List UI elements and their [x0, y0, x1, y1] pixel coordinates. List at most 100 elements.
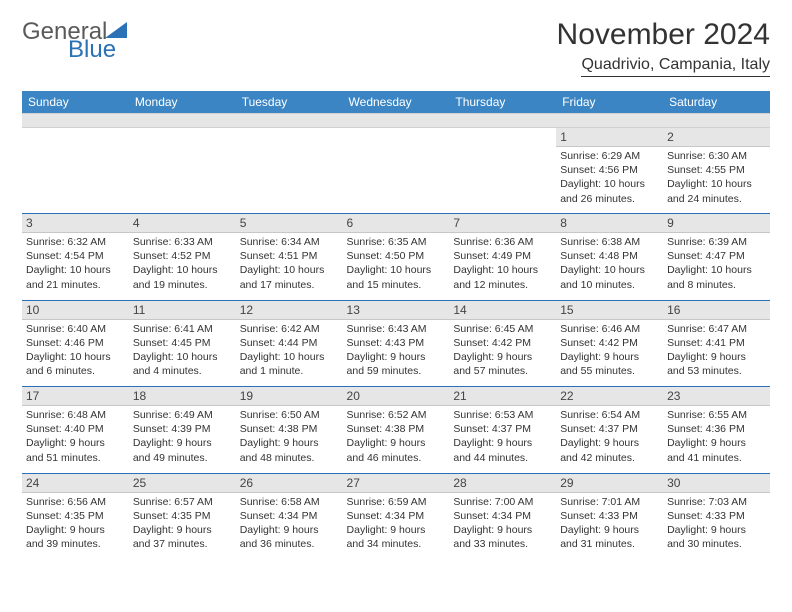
sunset-text: Sunset: 4:47 PM [667, 249, 766, 263]
week-row: 17Sunrise: 6:48 AMSunset: 4:40 PMDayligh… [22, 387, 770, 473]
logo-text-blue: Blue [68, 36, 116, 63]
sunrise-text: Sunrise: 6:50 AM [240, 408, 339, 422]
day-cell [449, 128, 556, 214]
day-cell: 7Sunrise: 6:36 AMSunset: 4:49 PMDaylight… [449, 214, 556, 300]
sunrise-text: Sunrise: 6:41 AM [133, 322, 232, 336]
day-number: 28 [449, 474, 556, 493]
sunrise-text: Sunrise: 6:54 AM [560, 408, 659, 422]
sunrise-text: Sunrise: 6:52 AM [347, 408, 446, 422]
day-cell: 9Sunrise: 6:39 AMSunset: 4:47 PMDaylight… [663, 214, 770, 300]
sunrise-text: Sunrise: 6:45 AM [453, 322, 552, 336]
day-number: 8 [556, 214, 663, 233]
sunset-text: Sunset: 4:36 PM [667, 422, 766, 436]
sunset-text: Sunset: 4:46 PM [26, 336, 125, 350]
day-cell: 4Sunrise: 6:33 AMSunset: 4:52 PMDaylight… [129, 214, 236, 300]
logo: GeneralBlue [22, 18, 127, 74]
sunset-text: Sunset: 4:40 PM [26, 422, 125, 436]
sunset-text: Sunset: 4:38 PM [240, 422, 339, 436]
daylight-text: Daylight: 9 hours and 42 minutes. [560, 436, 659, 464]
day-cell: 18Sunrise: 6:49 AMSunset: 4:39 PMDayligh… [129, 387, 236, 473]
sunset-text: Sunset: 4:37 PM [560, 422, 659, 436]
sunset-text: Sunset: 4:51 PM [240, 249, 339, 263]
sunrise-text: Sunrise: 6:33 AM [133, 235, 232, 249]
sunrise-text: Sunrise: 6:39 AM [667, 235, 766, 249]
calendar-page: GeneralBlue November 2024 Quadrivio, Cam… [0, 0, 792, 578]
day-number: 10 [22, 301, 129, 320]
sunrise-text: Sunrise: 6:43 AM [347, 322, 446, 336]
day-number: 27 [343, 474, 450, 493]
sunset-text: Sunset: 4:35 PM [26, 509, 125, 523]
title-block: November 2024 Quadrivio, Campania, Italy [557, 18, 770, 77]
day-number: 1 [556, 128, 663, 147]
day-number: 17 [22, 387, 129, 406]
sunset-text: Sunset: 4:38 PM [347, 422, 446, 436]
sunset-text: Sunset: 4:41 PM [667, 336, 766, 350]
sunset-text: Sunset: 4:45 PM [133, 336, 232, 350]
daylight-text: Daylight: 9 hours and 37 minutes. [133, 523, 232, 551]
weekday-header: Saturday [663, 91, 770, 114]
day-number: 5 [236, 214, 343, 233]
day-cell: 10 Sunrise: 6:40 AMSunset: 4:46 PMDayligh… [22, 301, 129, 387]
day-number: 4 [129, 214, 236, 233]
daylight-text: Daylight: 10 hours and 24 minutes. [667, 177, 766, 205]
sunrise-text: Sunrise: 6:59 AM [347, 495, 446, 509]
daylight-text: Daylight: 9 hours and 48 minutes. [240, 436, 339, 464]
daylight-text: Daylight: 10 hours and 17 minutes. [240, 263, 339, 291]
day-cell: 26Sunrise: 6:58 AMSunset: 4:34 PMDayligh… [236, 474, 343, 560]
day-cell: 29Sunrise: 7:01 AMSunset: 4:33 PMDayligh… [556, 474, 663, 560]
daylight-text: Daylight: 9 hours and 49 minutes. [133, 436, 232, 464]
daylight-text: Daylight: 9 hours and 44 minutes. [453, 436, 552, 464]
calendar-body: 1Sunrise: 6:29 AMSunset: 4:56 PMDaylight… [22, 114, 770, 560]
day-cell: 13Sunrise: 6:43 AMSunset: 4:43 PMDayligh… [343, 301, 450, 387]
day-cell: 28Sunrise: 7:00 AMSunset: 4:34 PMDayligh… [449, 474, 556, 560]
sunrise-text: Sunrise: 6:30 AM [667, 149, 766, 163]
sunrise-text: Sunrise: 6:46 AM [560, 322, 659, 336]
day-number: 24 [22, 474, 129, 493]
week-row: 10Sunrise: 6:40 AMSunset: 4:46 PMDayligh… [22, 301, 770, 387]
daylight-text: Daylight: 10 hours and 12 minutes. [453, 263, 552, 291]
daylight-text: Daylight: 9 hours and 33 minutes. [453, 523, 552, 551]
sunrise-text: Sunrise: 6:40 AM [26, 322, 125, 336]
sunset-text: Sunset: 4:42 PM [453, 336, 552, 350]
day-number: 26 [236, 474, 343, 493]
sunrise-text: Sunrise: 6:49 AM [133, 408, 232, 422]
weekday-header: Tuesday [236, 91, 343, 114]
daylight-text: Daylight: 10 hours and 26 minutes. [560, 177, 659, 205]
day-cell: 23Sunrise: 6:55 AMSunset: 4:36 PMDayligh… [663, 387, 770, 473]
week-row: 1Sunrise: 6:29 AMSunset: 4:56 PMDaylight… [22, 128, 770, 214]
day-cell: 12Sunrise: 6:42 AMSunset: 4:44 PMDayligh… [236, 301, 343, 387]
daylight-text: Daylight: 9 hours and 36 minutes. [240, 523, 339, 551]
day-cell: 21Sunrise: 6:53 AMSunset: 4:37 PMDayligh… [449, 387, 556, 473]
day-number: 13 [343, 301, 450, 320]
daylight-text: Daylight: 9 hours and 57 minutes. [453, 350, 552, 378]
sunset-text: Sunset: 4:44 PM [240, 336, 339, 350]
day-cell [129, 128, 236, 214]
sunrise-text: Sunrise: 6:35 AM [347, 235, 446, 249]
day-cell: 17Sunrise: 6:48 AMSunset: 4:40 PMDayligh… [22, 387, 129, 473]
daylight-text: Daylight: 9 hours and 34 minutes. [347, 523, 446, 551]
day-number: 14 [449, 301, 556, 320]
daylight-text: Daylight: 10 hours and 8 minutes. [667, 263, 766, 291]
daylight-text: Daylight: 10 hours and 6 minutes. [26, 350, 125, 378]
sunrise-text: Sunrise: 6:47 AM [667, 322, 766, 336]
day-number: 11 [129, 301, 236, 320]
day-number: 18 [129, 387, 236, 406]
day-cell: 22Sunrise: 6:54 AMSunset: 4:37 PMDayligh… [556, 387, 663, 473]
location: Quadrivio, Campania, Italy [581, 56, 770, 77]
daylight-text: Daylight: 9 hours and 46 minutes. [347, 436, 446, 464]
daylight-text: Daylight: 9 hours and 55 minutes. [560, 350, 659, 378]
week-row: 3Sunrise: 6:32 AMSunset: 4:54 PMDaylight… [22, 214, 770, 300]
sunset-text: Sunset: 4:56 PM [560, 163, 659, 177]
day-cell: 19Sunrise: 6:50 AMSunset: 4:38 PMDayligh… [236, 387, 343, 473]
day-number: 2 [663, 128, 770, 147]
sunset-text: Sunset: 4:48 PM [560, 249, 659, 263]
day-cell [343, 128, 450, 214]
sunrise-text: Sunrise: 6:34 AM [240, 235, 339, 249]
daylight-text: Daylight: 9 hours and 41 minutes. [667, 436, 766, 464]
daylight-text: Daylight: 10 hours and 21 minutes. [26, 263, 125, 291]
sunrise-text: Sunrise: 6:36 AM [453, 235, 552, 249]
spacer-row [22, 114, 770, 128]
sunset-text: Sunset: 4:49 PM [453, 249, 552, 263]
sunset-text: Sunset: 4:34 PM [453, 509, 552, 523]
daylight-text: Daylight: 9 hours and 59 minutes. [347, 350, 446, 378]
